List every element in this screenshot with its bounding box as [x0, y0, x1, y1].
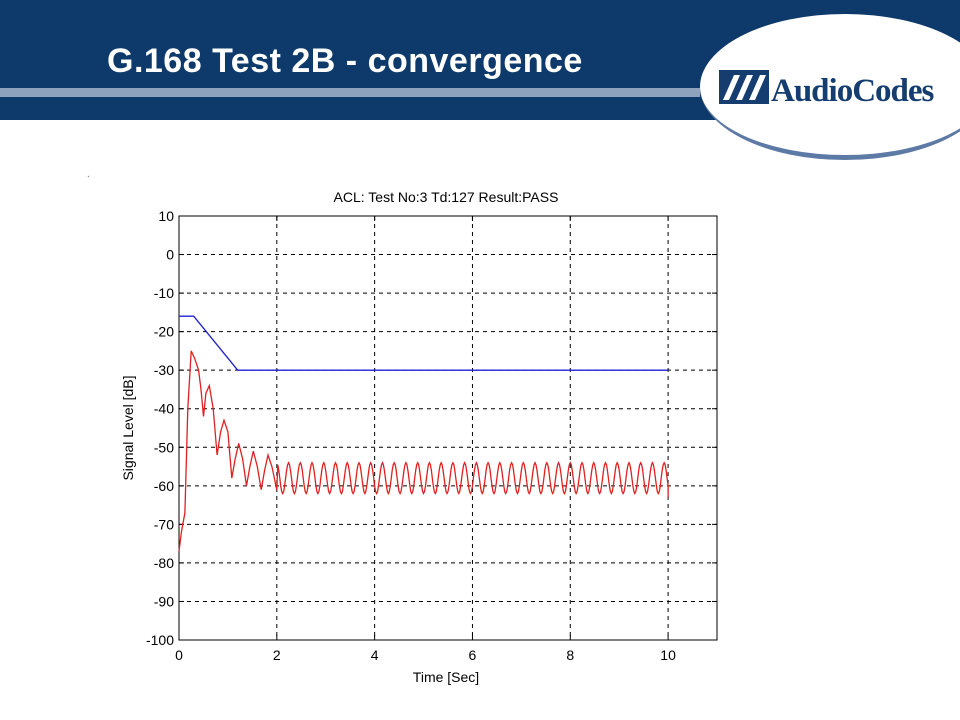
y-tick-label: -20 [154, 324, 174, 340]
x-tick-label: 0 [175, 647, 183, 663]
y-tick-label: -70 [154, 516, 174, 532]
y-tick-label: -90 [154, 593, 174, 609]
grid-lines [179, 216, 717, 640]
y-tick-label: -100 [146, 632, 174, 648]
audiocodes-logo-icon [719, 70, 769, 104]
y-tick-label: 10 [158, 208, 174, 224]
slide-title: G.168 Test 2B - convergence [107, 42, 583, 80]
series-layer [178, 315, 669, 552]
plot-frame [178, 215, 718, 641]
x-axis-title: Time [Sec] [413, 669, 479, 685]
x-tick-label: 8 [566, 647, 574, 663]
header-rule [0, 88, 700, 97]
y-tick-label: -40 [154, 401, 174, 417]
y-tick-label: 0 [166, 247, 174, 263]
series-line-1 [179, 315, 669, 371]
logo-text: AudioCodes [771, 73, 934, 109]
stray-dot [87, 175, 90, 178]
y-tick-label: -30 [154, 362, 174, 378]
y-tick-label: -60 [154, 478, 174, 494]
x-tick-label: 2 [273, 647, 281, 663]
series-line-2 [178, 350, 669, 552]
y-tick-label: -80 [154, 555, 174, 571]
axis-ticks: 0 2 4 6 8 10 10 0 -10 -20 -30 -40 -50 -60 -70 -80 -90 -10… [146, 208, 717, 663]
y-tick-label: -50 [154, 439, 174, 455]
x-tick-label: 4 [371, 647, 379, 663]
x-tick-label: 10 [660, 647, 676, 663]
x-tick-label: 6 [469, 647, 477, 663]
y-tick-label: -10 [154, 285, 174, 301]
y-axis-title: Signal Level [dB] [120, 375, 136, 480]
chart-title: ACL: Test No:3 Td:127 Result:PASS [334, 189, 559, 205]
